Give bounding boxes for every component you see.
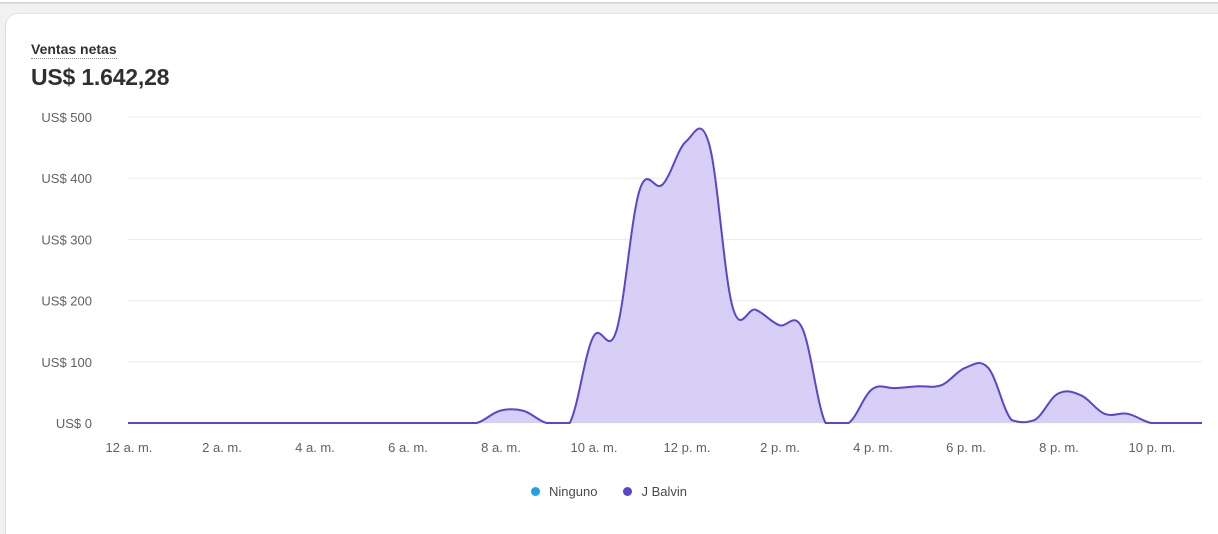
legend-label: J Balvin: [641, 484, 687, 499]
legend-dot-icon: [623, 487, 633, 496]
y-tick-label: US$ 500: [41, 110, 92, 125]
x-tick-label: 2 a. m.: [202, 440, 242, 455]
x-tick-label: 2 p. m.: [760, 440, 800, 455]
legend-item[interactable]: J Balvin: [623, 484, 687, 499]
chart-legend: Ninguno J Balvin: [0, 484, 1218, 499]
x-tick-label: 8 p. m.: [1039, 440, 1079, 455]
y-tick-label: US$ 200: [41, 294, 92, 309]
y-tick-label: US$ 300: [41, 232, 92, 247]
net-sales-chart: US$ 0 US$ 100 US$ 200 US$ 300 US$ 400 US$ 500…: [41, 110, 1202, 455]
x-tick-label: 6 a. m.: [388, 440, 428, 455]
legend-label: Ninguno: [549, 484, 598, 499]
y-tick-label: US$ 100: [41, 355, 92, 370]
sales-card: Ventas netas US$ 1.642,28: [6, 14, 1218, 534]
metric-value: US$ 1.642,28: [31, 64, 170, 90]
y-tick-label: US$ 0: [56, 416, 92, 431]
legend-dot-icon: [531, 487, 541, 496]
x-tick-label: 4 a. m.: [295, 440, 335, 455]
series-area-j-balvin: [128, 128, 1202, 423]
previous-card: [0, 0, 1218, 2]
legend-item[interactable]: Ninguno: [531, 484, 597, 499]
metric-label[interactable]: Ventas netas: [31, 41, 117, 59]
x-tick-label: 4 p. m.: [853, 440, 893, 455]
x-tick-label: 6 p. m.: [946, 440, 986, 455]
series-line-j-balvin: [128, 127, 1202, 424]
x-tick-label: 10 p. m.: [1129, 440, 1176, 455]
x-tick-label: 12 a. m.: [106, 440, 153, 455]
y-tick-label: US$ 400: [41, 171, 92, 186]
x-tick-label: 8 a. m.: [481, 440, 521, 455]
x-tick-label: 10 a. m.: [571, 440, 618, 455]
x-tick-label: 12 p. m.: [664, 440, 711, 455]
